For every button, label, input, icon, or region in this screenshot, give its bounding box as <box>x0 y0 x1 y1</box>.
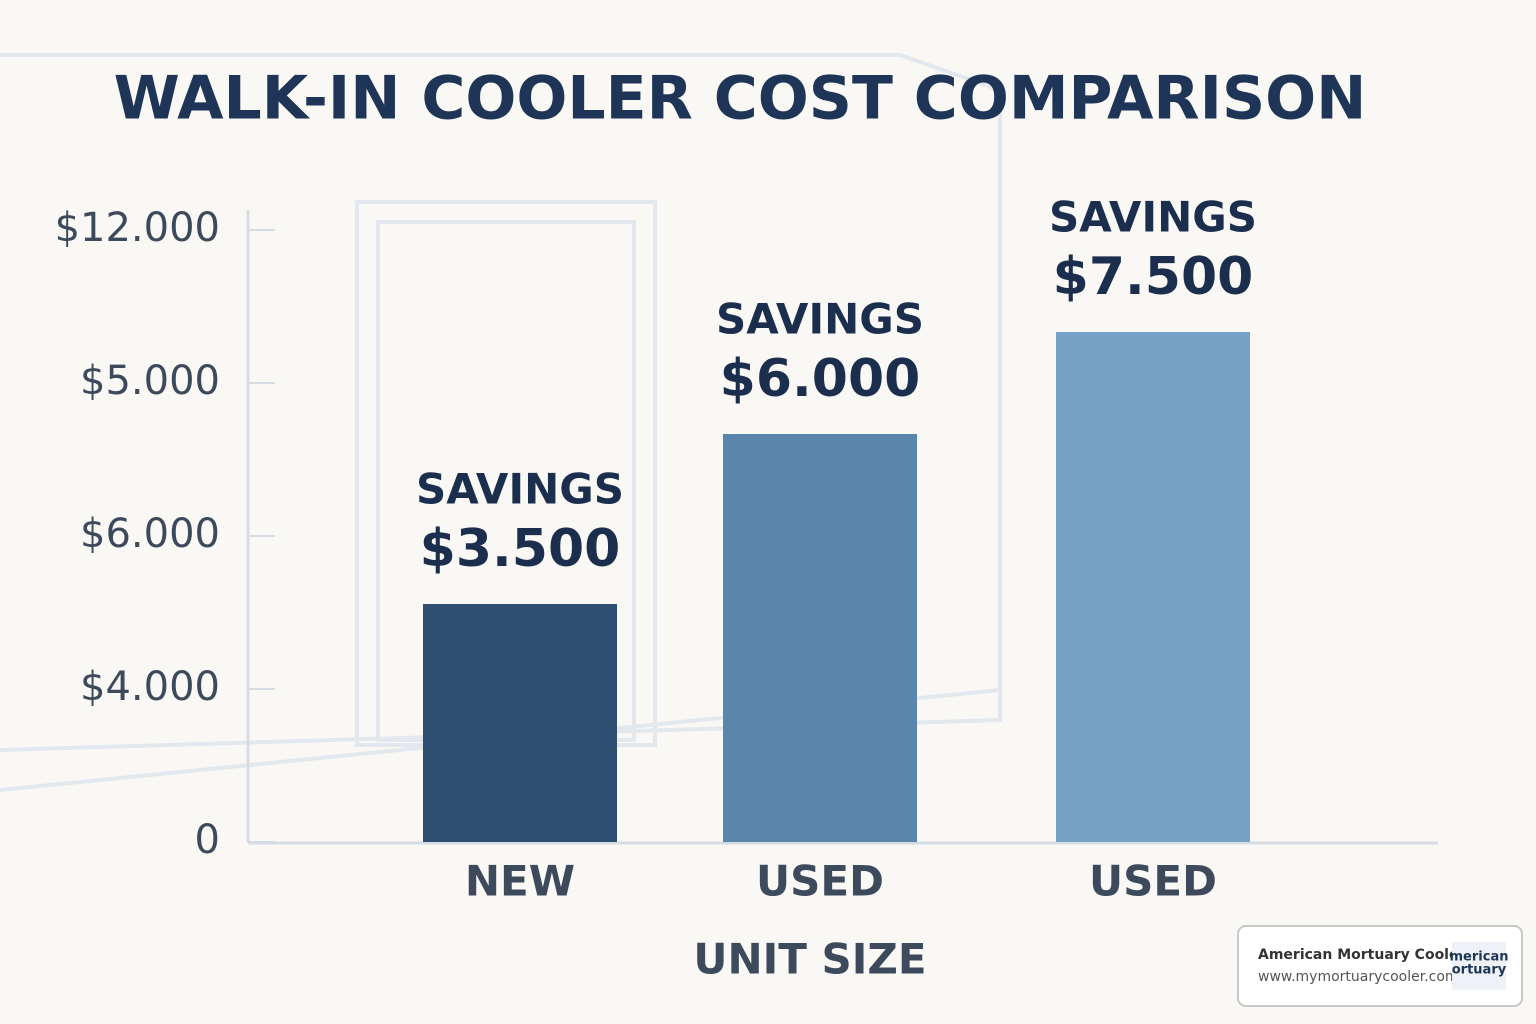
y-tick-label: $4.000 <box>80 664 220 710</box>
x-axis-label: UNIT SIZE <box>693 935 926 984</box>
x-tick-label: NEW <box>465 857 575 906</box>
data-label: $7.500 <box>1053 247 1254 307</box>
y-tick-label: $12.000 <box>55 205 220 251</box>
x-tick-label: USED <box>1089 857 1217 906</box>
data-label: $3.500 <box>420 519 621 579</box>
company-url: www.mymortuarycooler.com <box>1258 969 1459 985</box>
x-tick-label: USED <box>756 857 884 906</box>
chart-title: WALK-IN COOLER COST COMPARISON <box>114 64 1367 134</box>
footer-box <box>1237 925 1523 1007</box>
y-tick-label: $6.000 <box>80 511 220 557</box>
data-label-prefix: SAVINGS <box>416 465 624 514</box>
logo-box <box>1452 942 1506 990</box>
logo-text: merican <box>1450 950 1509 965</box>
y-tick-label: $5.000 <box>80 358 220 404</box>
bar <box>423 604 617 842</box>
data-label: $6.000 <box>720 349 921 409</box>
footer-logo: American Mortuary Coolers www.mymortuary… <box>1237 925 1523 1007</box>
company-name: American Mortuary Coolers <box>1258 947 1474 963</box>
bar <box>1056 332 1250 842</box>
data-label-prefix: SAVINGS <box>716 295 924 344</box>
bar <box>723 434 917 842</box>
logo-text: ortuary <box>1452 963 1507 978</box>
y-tick-label: 0 <box>195 817 220 863</box>
data-label-prefix: SAVINGS <box>1049 193 1257 242</box>
